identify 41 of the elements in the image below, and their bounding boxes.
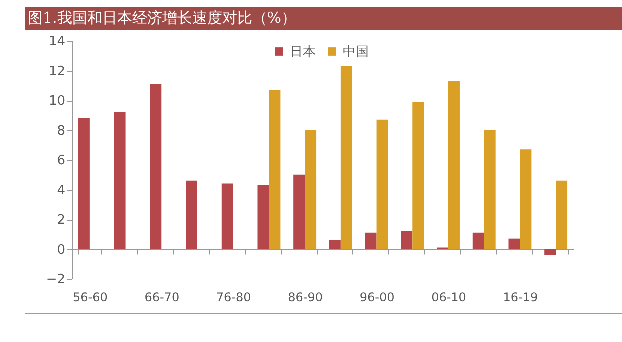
y-tick-label: 10 — [48, 94, 66, 109]
bar — [401, 231, 413, 250]
bar — [269, 90, 281, 250]
x-tick-label: 86-90 — [288, 290, 324, 304]
x-tick-label: 76-80 — [216, 290, 252, 304]
bar — [78, 118, 90, 250]
bar — [365, 232, 377, 250]
bar — [472, 232, 484, 250]
bar — [448, 81, 460, 250]
bar — [294, 174, 306, 250]
bar — [329, 240, 341, 250]
chart-title: 图1.我国和日本经济增长速度对比（%） — [25, 7, 622, 30]
bar — [520, 150, 532, 250]
x-tick-label: 66-70 — [144, 290, 180, 304]
bar — [544, 249, 556, 256]
bar — [258, 185, 270, 250]
bar — [556, 180, 568, 250]
bar — [412, 102, 424, 250]
legend-label: 中国 — [342, 44, 369, 60]
bar — [340, 66, 352, 250]
bar — [305, 130, 317, 250]
x-tick-label: 06-10 — [432, 290, 466, 304]
x-tick-label: 56-60 — [72, 290, 108, 304]
bar — [484, 130, 496, 250]
x-tick-label: 96-00 — [360, 290, 395, 304]
bar — [508, 238, 520, 250]
bar — [186, 180, 198, 250]
bar — [150, 84, 162, 250]
bar — [222, 184, 234, 250]
y-tick-label: 0 — [57, 242, 66, 258]
y-tick-label: −2 — [46, 272, 66, 288]
legend-label: 日本 — [290, 44, 316, 60]
y-tick-label: 2 — [57, 213, 66, 228]
y-tick-label: 12 — [48, 64, 66, 80]
y-tick-label: 8 — [57, 124, 66, 139]
x-tick-label: 16-19 — [503, 290, 538, 304]
y-tick-label: 14 — [48, 34, 66, 50]
y-tick-label: 6 — [57, 154, 66, 168]
bar — [376, 120, 388, 250]
bar — [114, 112, 126, 250]
y-tick-label: 4 — [57, 183, 66, 198]
